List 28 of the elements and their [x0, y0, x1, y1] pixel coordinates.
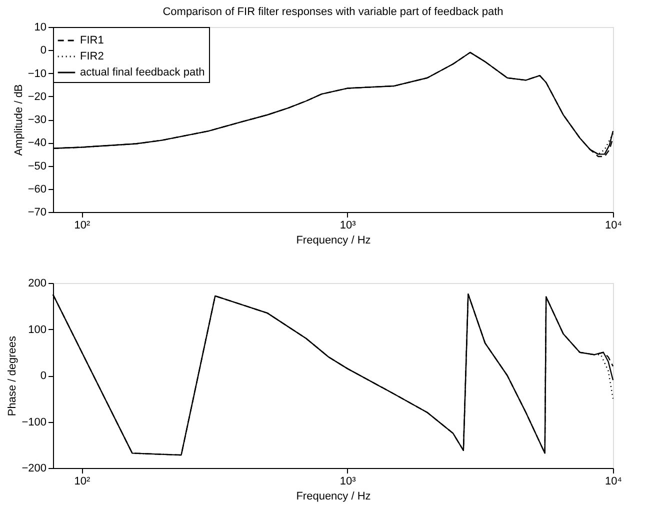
y-tick-label: −10 [28, 68, 46, 80]
x-tick-label: 10⁴ [605, 220, 622, 232]
legend-label: actual final feedback path [80, 66, 205, 78]
y-tick-label: 200 [28, 278, 46, 290]
legend-label: FIR1 [80, 34, 104, 46]
y-tick-label: −30 [28, 114, 46, 126]
legend-label: FIR2 [80, 50, 104, 62]
y-tick-label: −20 [28, 90, 46, 103]
y-tick-label: −50 [28, 160, 46, 172]
y-tick-label: −60 [28, 183, 46, 196]
x-tick-label: 10³ [340, 476, 356, 488]
y-axis-title: Amplitude / dB [12, 84, 25, 156]
x-tick-label: 10⁴ [605, 476, 622, 488]
y-tick-label: 100 [28, 324, 46, 336]
y-tick-label: 0 [40, 44, 46, 57]
y-axis-title: Phase / degrees [6, 335, 19, 416]
y-tick-label: 0 [40, 370, 46, 382]
x-tick-label: 10² [74, 220, 90, 232]
y-tick-label: −200 [22, 462, 46, 474]
y-tick-label: −40 [28, 137, 46, 150]
y-tick-label: −100 [22, 416, 46, 428]
x-tick-label: 10² [74, 476, 90, 488]
y-tick-label: −70 [28, 206, 46, 218]
x-tick-label: 10³ [340, 220, 356, 232]
x-axis-title: Frequency / Hz [296, 234, 371, 246]
y-tick-label: 10 [34, 22, 46, 34]
x-axis-title: Frequency / Hz [296, 490, 371, 502]
chart-title: Comparison of FIR filter responses with variable part of feedback path [162, 6, 504, 18]
